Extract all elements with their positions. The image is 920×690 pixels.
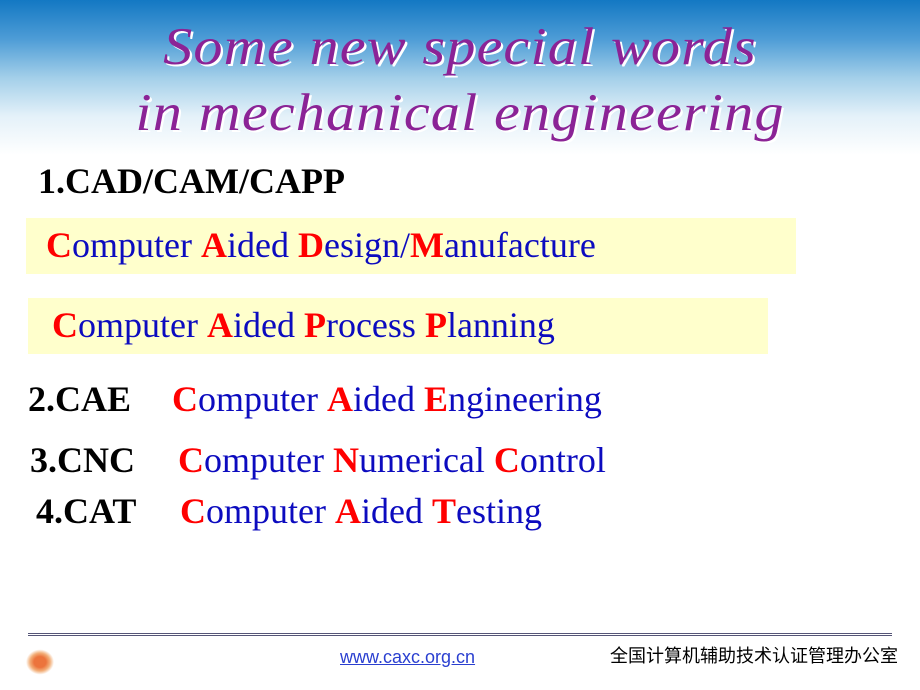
- footer-divider: [28, 633, 892, 636]
- footer-logo: [10, 644, 130, 680]
- slide-title: Some new special words in mechanical eng…: [0, 0, 920, 147]
- item-1-label: 1.CAD/CAM/CAPP: [38, 160, 345, 202]
- item-2-expansion: Computer Aided Engineering: [172, 379, 602, 419]
- item-1-expansion-2-box: Computer Aided Process Planning: [28, 298, 768, 354]
- item-3-expansion: Computer Numerical Control: [174, 438, 610, 482]
- item-4-expansion: Computer Aided Testing: [180, 491, 542, 531]
- item-2-label: 2.CAE: [28, 378, 168, 420]
- item-2-row: 2.CAE Computer Aided Engineering: [28, 378, 602, 420]
- item-4-label: 4.CAT: [36, 490, 176, 532]
- item-1-expansion-2: Computer Aided Process Planning: [52, 305, 555, 345]
- item-1-expansion-1: Computer Aided Design/Manufacture: [46, 225, 596, 265]
- slide-content: Some new special words in mechanical eng…: [0, 0, 920, 147]
- footer-org-text: 全国计算机辅助技术认证管理办公室: [610, 642, 898, 668]
- item-4-row: 4.CAT Computer Aided Testing: [36, 490, 542, 532]
- title-line-1: Some new special words: [0, 14, 920, 80]
- item-3-row: 3.CNC Computer Numerical Control: [30, 438, 610, 482]
- title-line-2: in mechanical engineering: [0, 80, 920, 146]
- item-1-expansion-1-box: Computer Aided Design/Manufacture: [26, 218, 796, 274]
- footer-link[interactable]: www.caxc.org.cn: [340, 647, 475, 668]
- item-3-label: 3.CNC: [30, 439, 170, 481]
